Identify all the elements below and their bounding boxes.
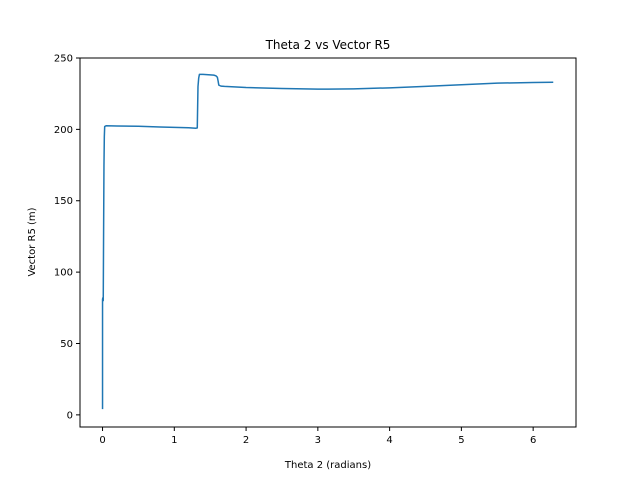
x-tick-label: 6: [530, 435, 536, 446]
y-tick-label: 0: [67, 410, 73, 421]
plot-area: [80, 58, 576, 427]
y-tick-label: 50: [60, 339, 73, 350]
x-tick-label: 0: [99, 435, 105, 446]
x-tick-label: 2: [243, 435, 249, 446]
x-tick-label: 3: [315, 435, 321, 446]
chart-title: Theta 2 vs Vector R5: [265, 38, 391, 52]
x-tick-label: 1: [171, 435, 177, 446]
y-tick-label: 200: [54, 125, 73, 136]
y-tick-label: 150: [54, 196, 73, 207]
y-tick-label: 100: [54, 268, 73, 279]
y-axis-title: Vector R5 (m): [27, 207, 38, 276]
y-tick-label: 250: [54, 54, 73, 65]
plot-frame: [79, 57, 577, 428]
x-axis-title: Theta 2 (radians): [284, 460, 371, 471]
x-tick-label: 5: [458, 435, 464, 446]
x-tick-label: 4: [386, 435, 392, 446]
y-axis-ticks: 0 50 100 150 200 250: [54, 54, 80, 421]
x-axis-ticks: 0 1 2 3 4 5 6: [99, 427, 536, 446]
series-line: [101, 73, 554, 410]
series-layer: [101, 73, 554, 410]
